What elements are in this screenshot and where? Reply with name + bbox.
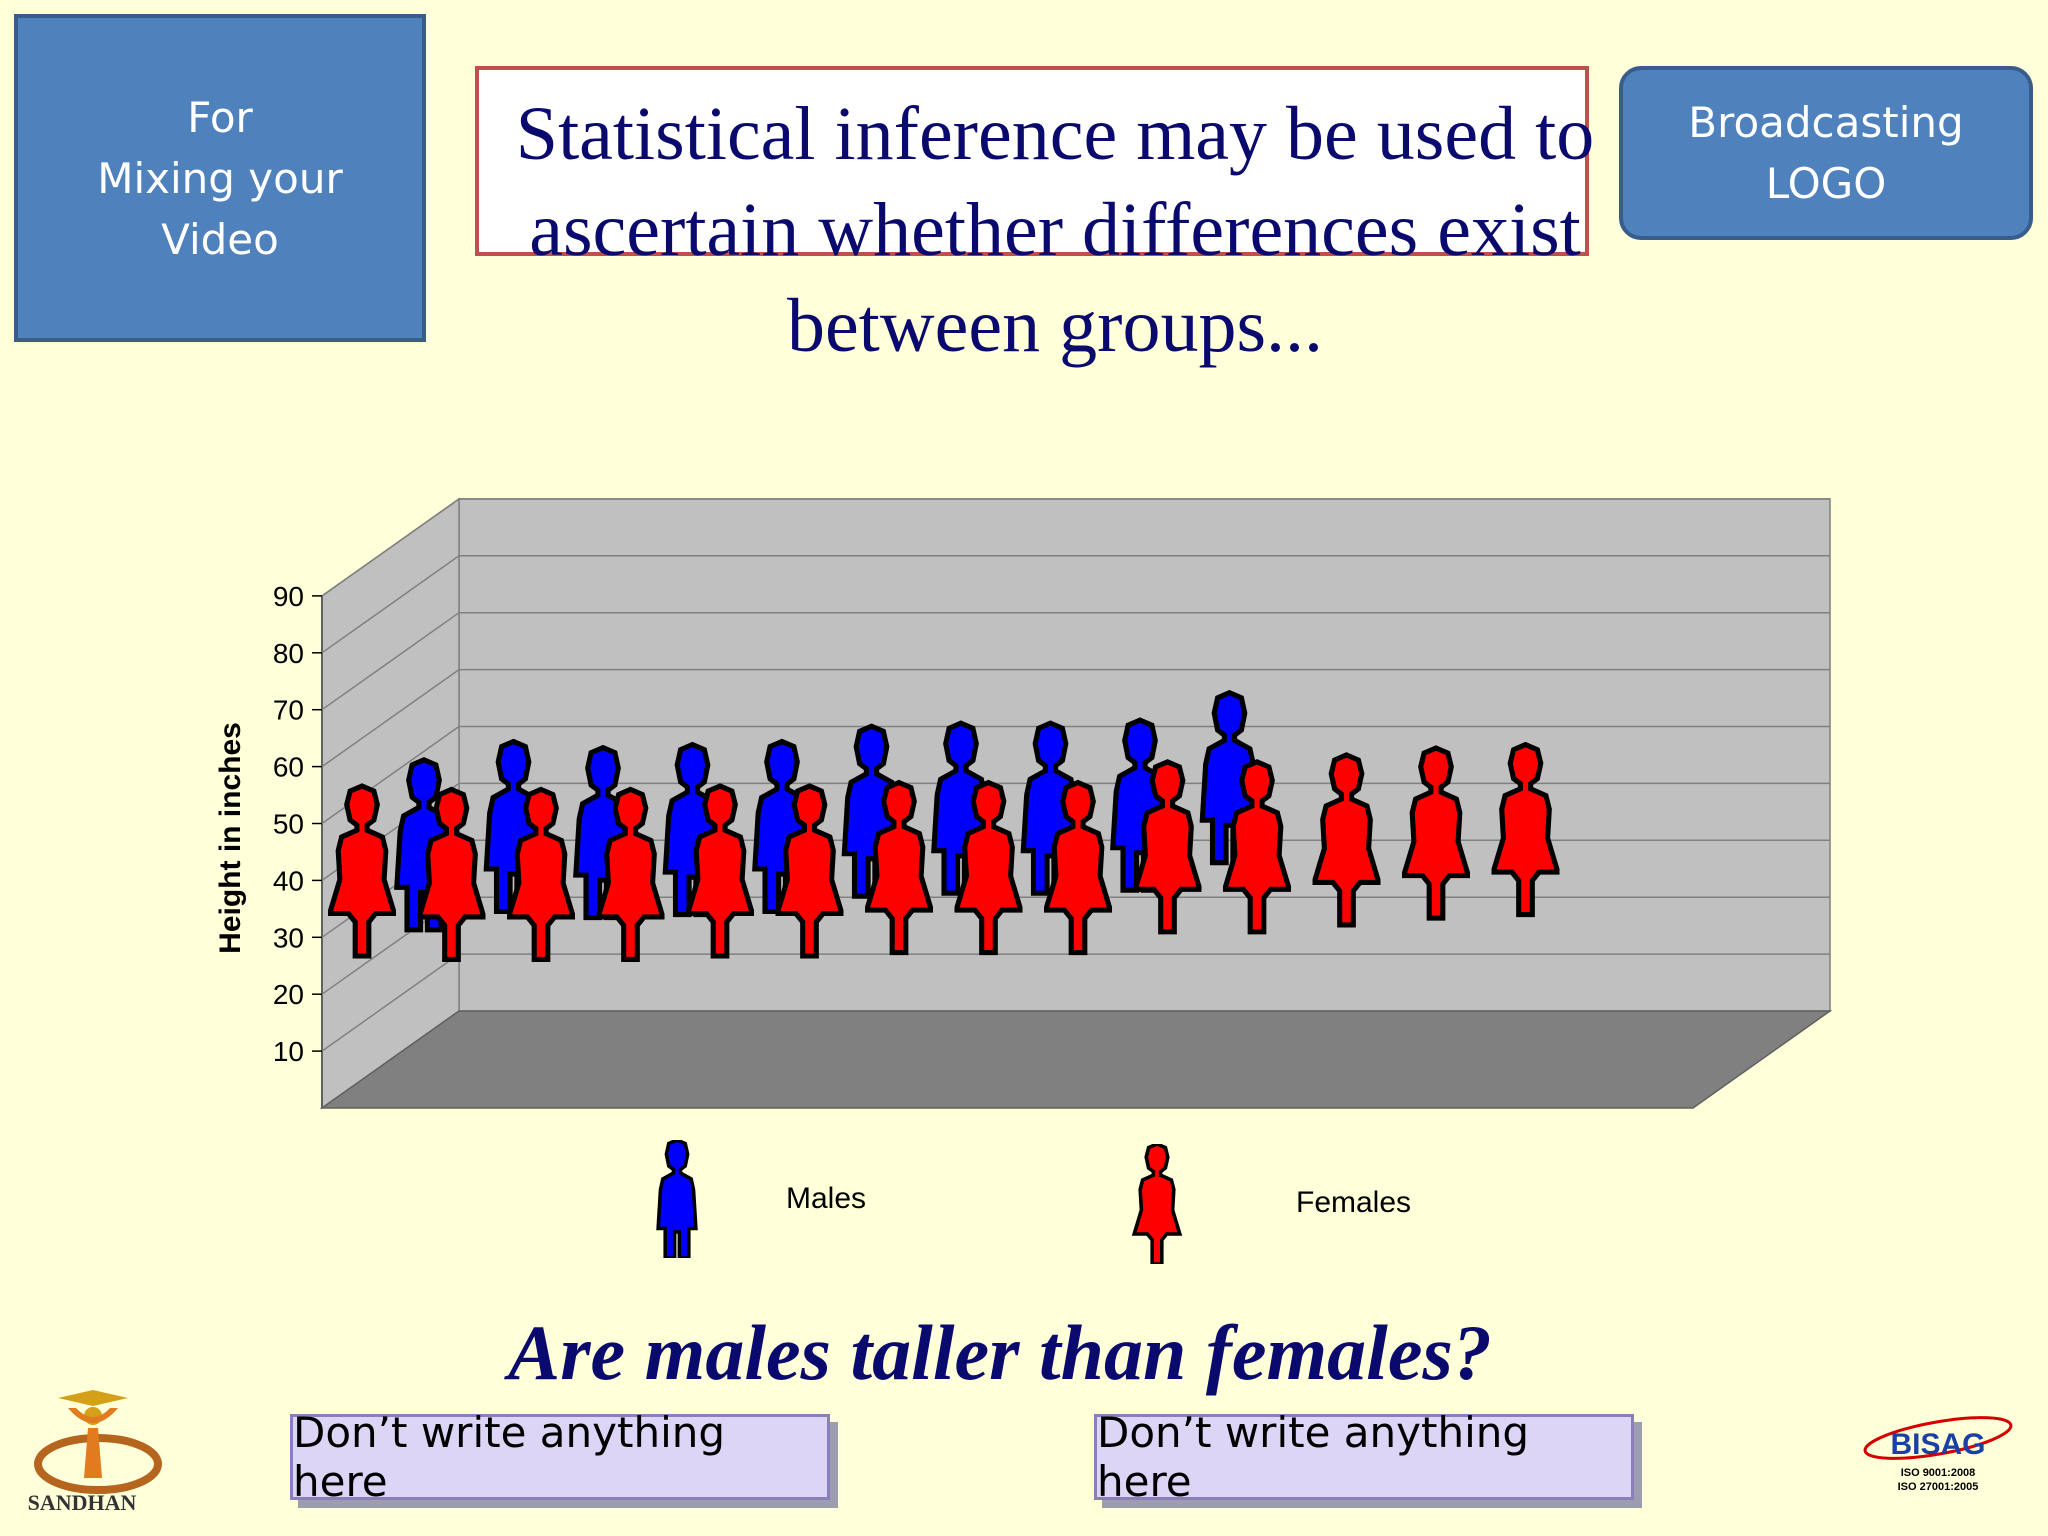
bisag-logo-text: BISAG — [1890, 1428, 1985, 1461]
gridline — [321, 555, 1830, 654]
y-tick-label: 40 — [273, 865, 304, 896]
title-frame — [475, 66, 1589, 256]
broadcasting-logo-placeholder: Broadcasting LOGO — [1619, 66, 2033, 240]
legend-male-icon — [658, 1140, 696, 1258]
video-mix-placeholder: For Mixing your Video — [14, 14, 426, 342]
sandhan-logo: SANDHAN — [28, 1390, 162, 1515]
note-box-right: Don’t write anything here — [1094, 1408, 1634, 1506]
chart-legend: Males Females — [658, 1140, 1411, 1264]
height-chart: 10 20 30 40 50 60 70 80 90 Height in inches Male… — [214, 497, 1833, 1300]
note-box-left: Don’t write anything here — [290, 1408, 830, 1506]
y-tick-label: 50 — [273, 809, 304, 840]
legend-female-icon — [1134, 1144, 1180, 1264]
slide-title: Statistical inference may be used to asc… — [515, 92, 1595, 368]
sandhan-logo-text: SANDHAN — [28, 1490, 137, 1515]
question-text: Are males taller than females? — [508, 1309, 1492, 1396]
chart-y-ticks: 10 20 30 40 50 60 70 80 90 — [273, 581, 322, 1067]
y-tick-label: 70 — [273, 695, 304, 726]
bisag-logo: BISAG ISO 9001:2008 ISO 27001:2005 — [1863, 1416, 2013, 1493]
bisag-iso-2: ISO 27001:2005 — [1898, 1481, 1979, 1493]
gridline — [321, 611, 1830, 711]
y-tick-label: 10 — [273, 1036, 304, 1067]
chart-y-axis-label: Height in inches — [214, 722, 247, 954]
bisag-iso-1: ISO 9001:2008 — [1901, 1467, 1976, 1479]
legend-males-label: Males — [786, 1182, 866, 1215]
y-tick-label: 80 — [273, 638, 304, 669]
y-tick-label: 90 — [273, 581, 304, 612]
y-tick-label: 30 — [273, 922, 304, 953]
y-tick-label: 20 — [273, 979, 304, 1010]
y-tick-label: 60 — [273, 752, 304, 783]
gridline — [321, 498, 1830, 597]
legend-females-label: Females — [1296, 1186, 1411, 1219]
gridline — [321, 668, 1830, 768]
